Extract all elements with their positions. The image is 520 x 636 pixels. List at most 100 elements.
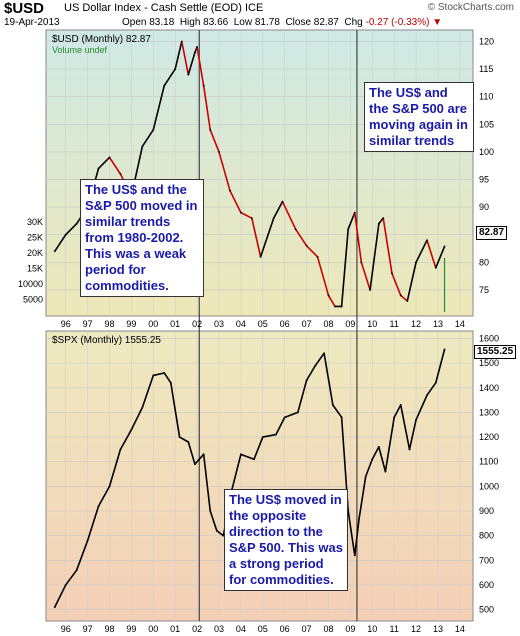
spx-data-point <box>443 348 446 351</box>
usd-data-point <box>347 228 350 231</box>
spx-y-tick-label: 1500 <box>479 358 499 368</box>
volume-tick-label: 20K <box>27 248 43 258</box>
spx-data-point <box>108 485 111 488</box>
usd-data-point <box>229 189 231 192</box>
volume-tick-label: 30K <box>27 217 43 227</box>
usd-data-point <box>209 128 212 131</box>
usd-data-point <box>443 245 446 248</box>
x-tick-label: 09 <box>345 624 355 634</box>
usd-series-segment <box>108 156 122 175</box>
x-tick-label: 13 <box>433 624 443 634</box>
spx-y-tick-label: 1600 <box>479 333 499 343</box>
spx-series-segment <box>86 505 100 542</box>
spx-data-point <box>209 510 212 512</box>
header-name: US Dollar Index - Cash Settle (EOD) ICE <box>64 2 264 14</box>
spx-series-segment <box>231 453 242 490</box>
spx-data-point <box>215 529 218 532</box>
usd-data-point <box>75 222 78 225</box>
usd-series-segment <box>369 222 380 291</box>
x-tick-label: 96 <box>61 624 71 634</box>
spx-series-segment <box>393 404 402 419</box>
usd-y-tick-label: 75 <box>479 285 489 295</box>
down-arrow-icon: ▼ <box>432 17 443 28</box>
spx-series-segment <box>384 416 395 473</box>
usd-data-point <box>272 217 275 220</box>
spx-series-segment <box>202 453 212 512</box>
spx-series-segment <box>261 433 277 438</box>
usd-series-segment <box>426 239 437 269</box>
x-axis-ticks-bottom: 96 97 98 99 00 01 02 03 04 05 06 07 08 09 10 11 12 13 14 <box>61 624 465 634</box>
header-ohlc: Open 83.18 High 83.66 Low 81.78 Close 82… <box>122 17 442 28</box>
usd-series-segment <box>196 46 205 87</box>
usd-series-segment <box>152 84 166 131</box>
volume-tick-label: 15K <box>27 264 43 274</box>
x-tick-label: 14 <box>455 319 465 329</box>
usd-series-segment <box>294 228 308 247</box>
usd-series-segment <box>316 255 330 297</box>
spx-data-point <box>331 404 334 406</box>
usd-series-segment <box>174 40 183 70</box>
x-tick-label: 13 <box>433 319 443 329</box>
spx-data-point <box>314 364 317 367</box>
spx-data-point <box>261 436 264 438</box>
spx-data-point <box>399 404 402 406</box>
spx-series-segment <box>170 382 181 438</box>
spx-series-segment <box>64 569 78 586</box>
usd-data-point <box>187 73 190 76</box>
usd-data-point <box>259 255 262 258</box>
spx-y-ticks: 500 600 700 800 900 1000 1100 1200 1300 1400 1500 1… <box>479 333 499 614</box>
spx-series-segment <box>314 352 325 367</box>
spx-series-segment <box>371 446 380 461</box>
annotation-top-left: The US$ and the S&P 500 moved in similar… <box>80 179 204 297</box>
header-ohlc-values: Open 83.18 High 83.66 Low 81.78 Close 82… <box>122 17 363 28</box>
spx-series-segment <box>305 364 317 382</box>
spx-data-point <box>86 539 89 542</box>
spx-data-point <box>283 416 286 419</box>
usd-series-segment <box>382 217 393 275</box>
x-tick-label: 97 <box>83 319 93 329</box>
usd-data-point <box>281 200 284 203</box>
x-tick-label: 07 <box>302 319 312 329</box>
x-tick-label: 03 <box>214 319 224 329</box>
spx-series-segment <box>108 448 122 488</box>
spx-data-point <box>97 505 100 507</box>
x-tick-label: 12 <box>411 624 421 634</box>
volume-tick-label: 25K <box>27 233 43 243</box>
usd-data-point <box>294 228 297 231</box>
usd-data-point <box>391 272 393 275</box>
usd-series-segment <box>272 200 284 219</box>
usd-data-point <box>377 222 380 225</box>
spx-series-segment <box>53 584 67 608</box>
usd-series-segment <box>391 272 402 297</box>
spx-last-value-box: 1555.25 <box>474 345 517 359</box>
x-tick-label: 08 <box>323 319 333 329</box>
usd-series-segment <box>218 151 231 192</box>
usd-y-tick-label: 90 <box>479 202 489 212</box>
usd-series-segment <box>180 40 190 76</box>
usd-y-tick-label: 95 <box>479 175 489 185</box>
x-tick-label: 00 <box>148 319 158 329</box>
header-date: 19-Apr-2013 <box>4 17 60 28</box>
spx-series <box>53 348 446 609</box>
usd-y-tick-label: 120 <box>479 37 494 47</box>
usd-series-segment <box>202 84 212 131</box>
x-tick-label: 99 <box>126 624 136 634</box>
spx-series-segment <box>119 428 133 451</box>
usd-series-segment <box>229 189 242 214</box>
usd-data-point <box>369 289 371 291</box>
spx-data-point <box>393 416 396 419</box>
usd-series-segment <box>378 217 385 225</box>
annotation-bottom: The US$ moved in the opposite direction … <box>224 489 348 591</box>
spx-data-point <box>364 475 367 478</box>
x-tick-label: 98 <box>104 319 114 329</box>
usd-data-point <box>340 305 343 308</box>
spx-data-point <box>187 441 190 443</box>
usd-series-segment <box>281 200 297 230</box>
spx-series-segment <box>194 453 205 465</box>
x-axis-ticks-top: 96 97 98 99 00 01 02 03 04 05 06 07 08 09 10 11 12 13 14 <box>61 319 465 329</box>
spx-series-segment <box>399 404 411 451</box>
usd-data-point <box>327 294 330 297</box>
usd-data-point <box>305 244 308 247</box>
usd-series-segment <box>97 156 111 170</box>
usd-series-segment <box>340 228 349 308</box>
